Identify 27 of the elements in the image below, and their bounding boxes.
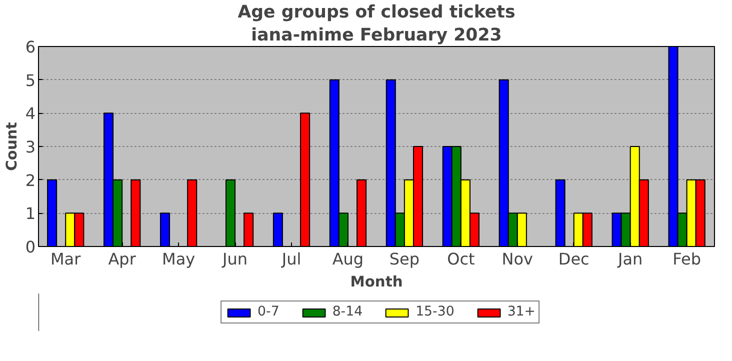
y-tick-label: 0 xyxy=(25,238,36,256)
x-tick-label: Jun xyxy=(222,250,248,268)
legend-label: 8-14 xyxy=(332,304,363,320)
y-axis-title: Count xyxy=(3,122,20,171)
y-tick-label: 3 xyxy=(25,138,36,156)
x-tick-label: Aug xyxy=(332,250,364,268)
x-tick-label: Apr xyxy=(108,250,136,268)
x-tick-label: May xyxy=(162,250,196,268)
legend-label: 15-30 xyxy=(416,304,454,320)
x-tick-label: Dec xyxy=(558,250,590,268)
x-tick-label: Nov xyxy=(502,250,534,268)
y-tick-label: 5 xyxy=(25,70,36,90)
y-tick-label: 1 xyxy=(25,204,36,224)
x-tick-label: Feb xyxy=(672,250,701,268)
x-tick-label: Mar xyxy=(50,250,82,268)
x-tick-label: Oct xyxy=(447,250,475,268)
legend-label: 0-7 xyxy=(258,304,280,320)
y-tick-label: 2 xyxy=(25,170,36,190)
chart-subtitle: iana-mime February 2023 xyxy=(251,26,502,46)
x-tick-label: Jul xyxy=(280,250,302,268)
x-tick-label: Jan xyxy=(617,250,643,268)
chart-title: Age groups of closed tickets xyxy=(238,2,516,22)
legend-label: 31+ xyxy=(507,304,536,320)
x-axis-title: Month xyxy=(350,274,403,290)
y-tick-label: 6 xyxy=(25,38,36,56)
x-tick-label: Sep xyxy=(389,250,420,268)
y-tick-label: 4 xyxy=(25,104,36,124)
